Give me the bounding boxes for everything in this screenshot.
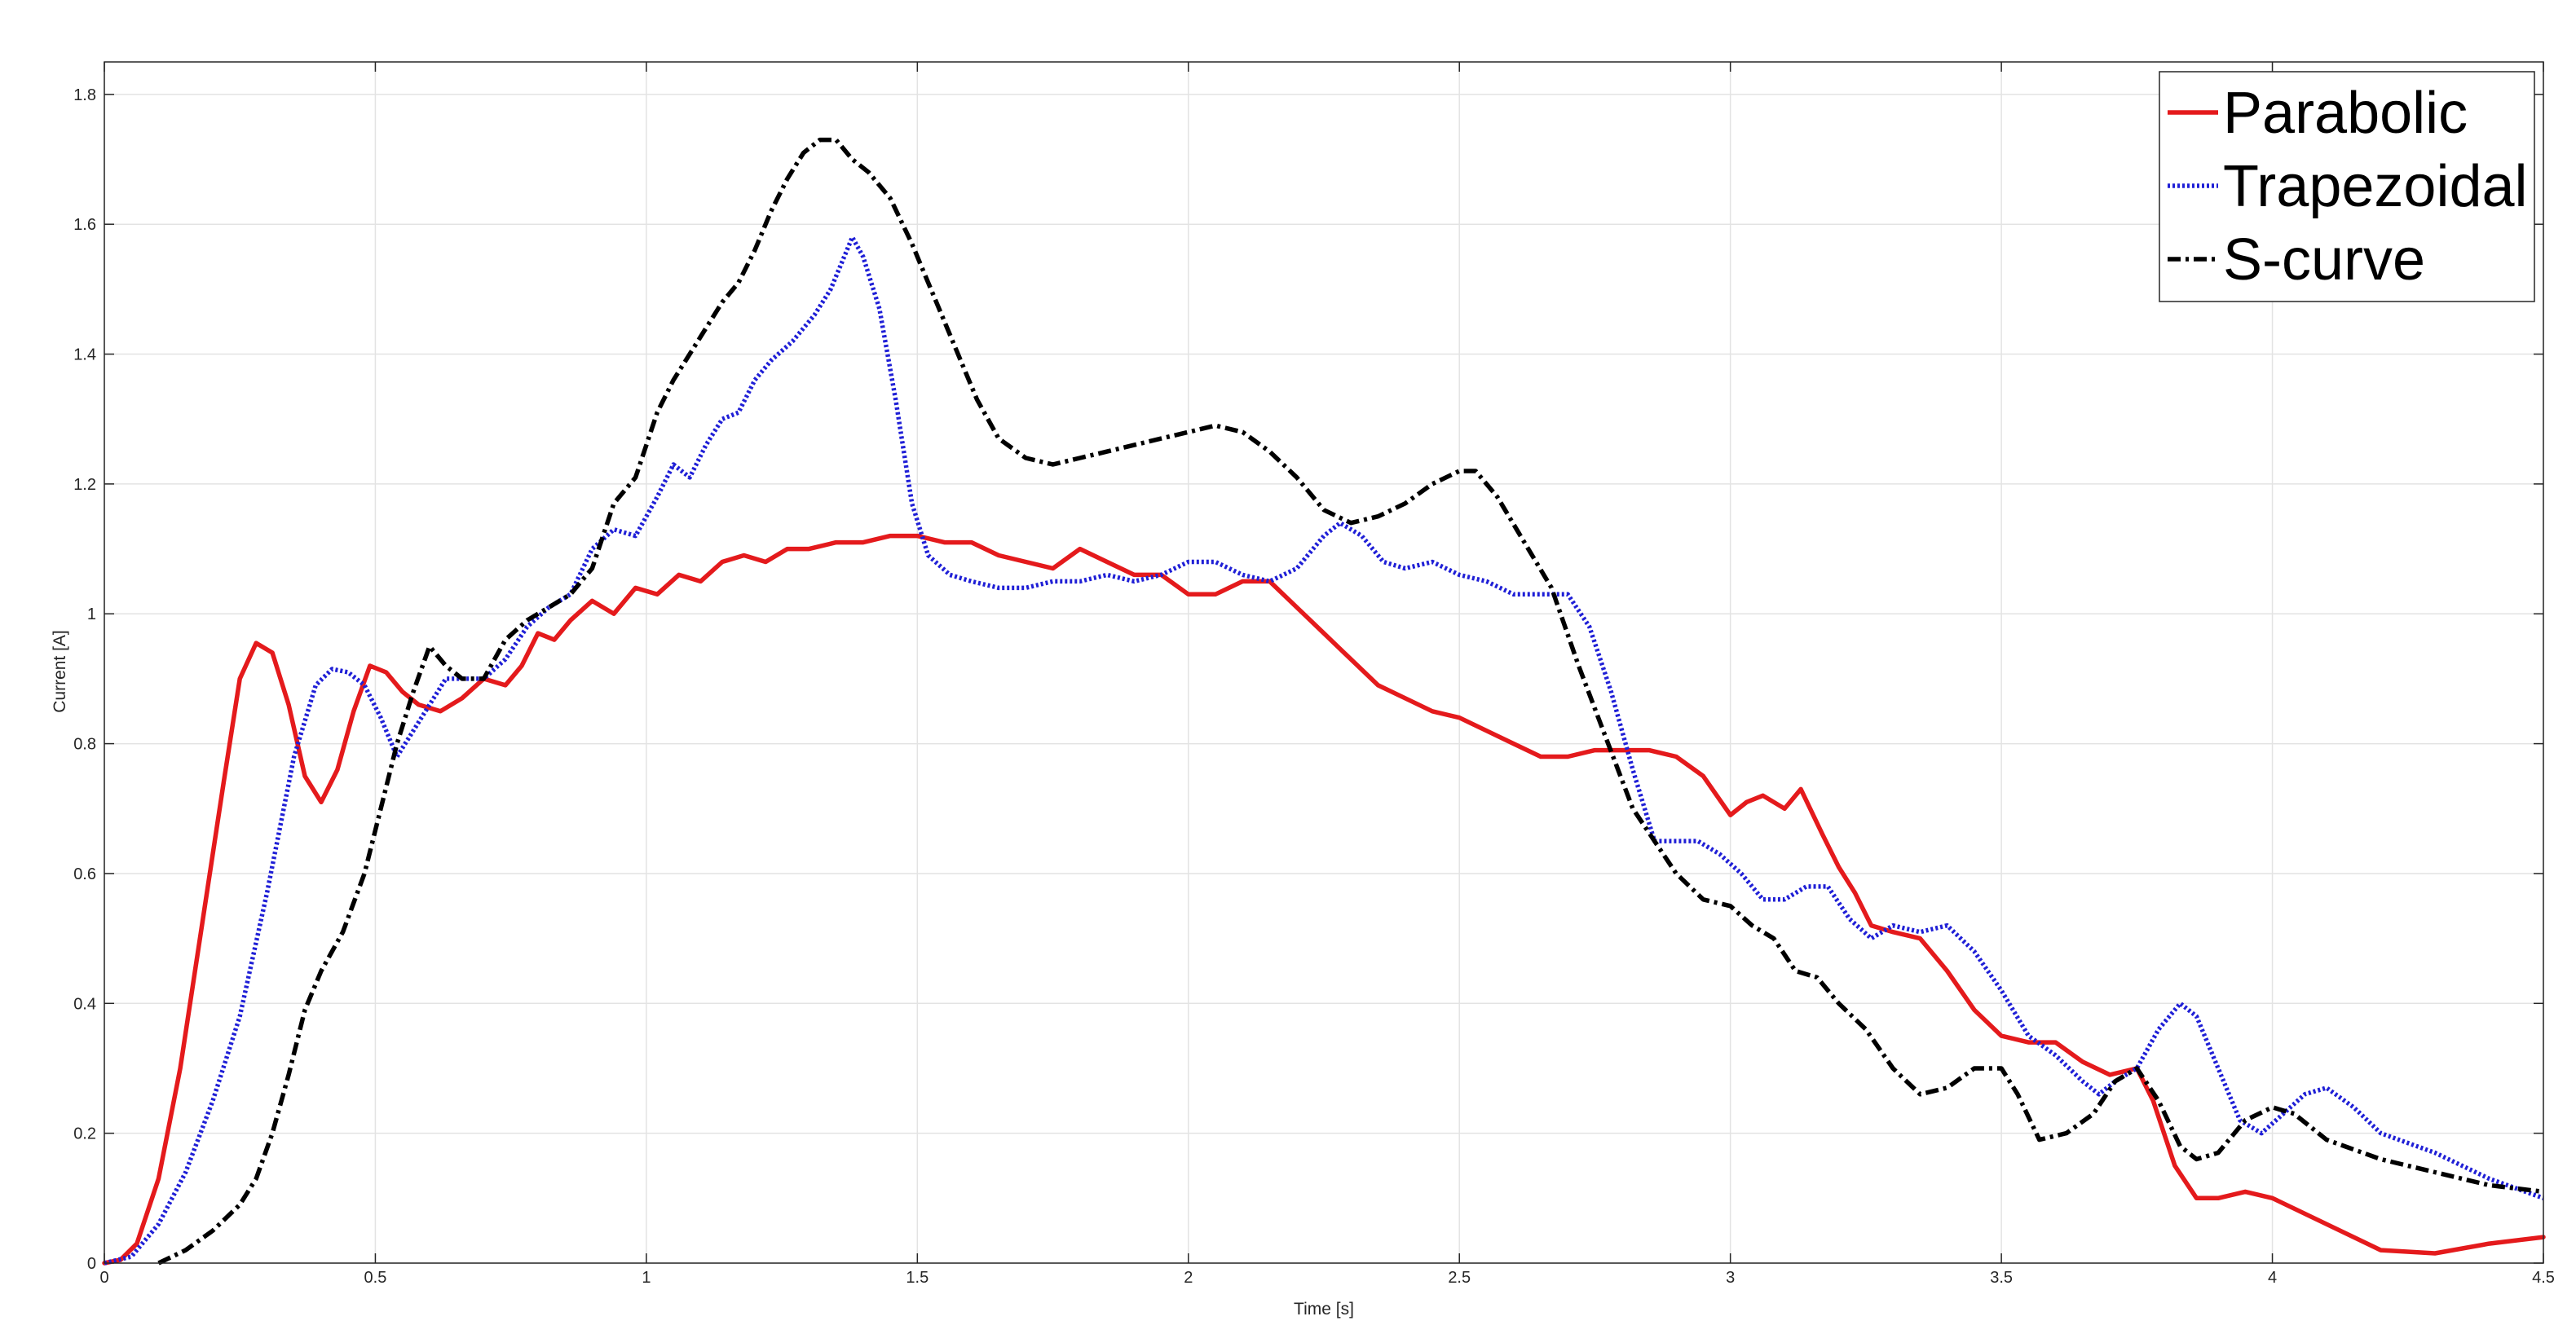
y-axis-label: Current [A]	[51, 630, 69, 713]
x-tick-label: 2.5	[1448, 1269, 1471, 1287]
plot-frame	[104, 61, 2544, 1264]
axes: 0 0.5 1 1.5 2 2.5 3 3.5 4 4.5 0 0.2 0.4 0.6 0.8 1 1.2 1.4…	[73, 62, 2555, 1287]
legend-label-s-curve: S-curve	[2223, 227, 2425, 293]
y-tick-label: 0.4	[73, 995, 96, 1013]
y-tick-label: 1.6	[73, 216, 96, 234]
legend-box	[2159, 71, 2535, 302]
x-axis-label: Time [s]	[1294, 1300, 1354, 1319]
series-line-s-curve	[157, 137, 2544, 1266]
y-tick-label: 1.8	[73, 86, 96, 104]
x-tick-label: 3	[1726, 1269, 1735, 1287]
y-tick-label: 1.2	[73, 476, 96, 494]
y-tick-label: 0.6	[73, 865, 96, 883]
y-tick-label: 0.8	[73, 736, 96, 754]
series-line-trapezoidal	[104, 235, 2544, 1266]
y-tick-label: 0.2	[73, 1125, 96, 1143]
x-tick-label: 4.5	[2532, 1269, 2555, 1287]
series-layer	[102, 137, 2546, 1266]
legend-label-parabolic: Parabolic	[2223, 81, 2468, 146]
y-tick-label: 0	[87, 1255, 96, 1273]
x-tick-label: 0.5	[364, 1269, 387, 1287]
x-tick-label: 1	[642, 1269, 651, 1287]
y-tick-label: 1.4	[73, 346, 96, 364]
legend-label-trapezoidal: Trapezoidal	[2223, 154, 2528, 219]
x-tick-label: 0	[99, 1269, 108, 1287]
legend: Parabolic Trapezoidal S-curve	[2159, 71, 2535, 302]
x-tick-label: 4	[2268, 1269, 2277, 1287]
y-tick-label: 1	[87, 605, 96, 623]
x-tick-label: 1.5	[906, 1269, 929, 1287]
x-tick-label: 3.5	[1990, 1269, 2013, 1287]
x-tick-label: 2	[1184, 1269, 1193, 1287]
plot-area	[104, 62, 2543, 1263]
